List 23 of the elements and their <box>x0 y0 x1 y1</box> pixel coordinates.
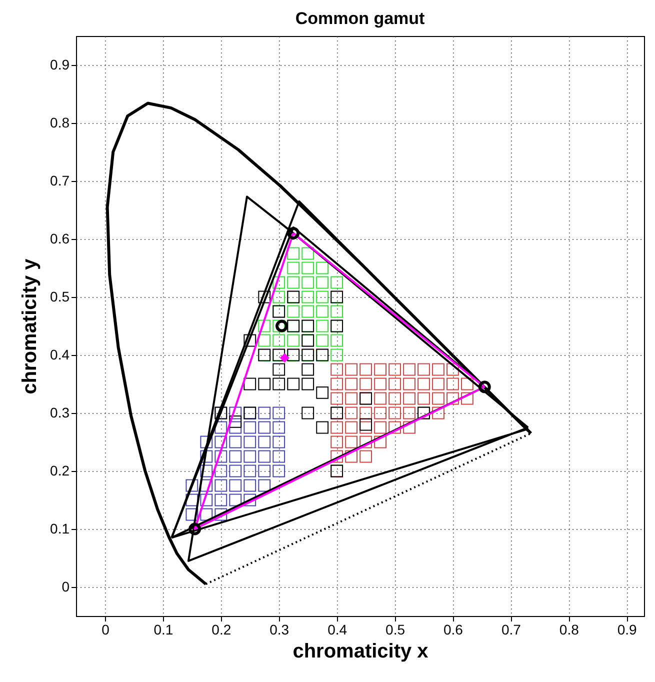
x-tick-label: 0.9 <box>617 622 638 638</box>
y-tick-label: 0.9 <box>50 56 70 72</box>
x-tick-label: 0.1 <box>154 622 174 638</box>
x-tick-label: 0.4 <box>328 622 348 638</box>
x-tick-label: 0.2 <box>212 622 232 638</box>
chart-title: Common gamut <box>295 9 426 28</box>
x-tick-label: 0.5 <box>386 622 406 638</box>
y-tick-label: 0 <box>62 578 70 594</box>
x-tick-label: 0.3 <box>270 622 290 638</box>
y-tick-label: 0.1 <box>50 520 70 536</box>
x-tick-label: 0.8 <box>559 622 580 638</box>
y-tick-label: 0.7 <box>50 172 70 188</box>
y-tick-label: 0.2 <box>50 462 70 478</box>
x-axis-title: chromaticity x <box>292 640 428 662</box>
y-tick-label: 0.3 <box>50 404 70 420</box>
y-tick-label: 0.4 <box>50 346 70 362</box>
y-axis-title: chromaticity y <box>19 258 42 394</box>
y-tick-label: 0.6 <box>50 230 70 246</box>
y-tick-label: 0.8 <box>50 114 70 130</box>
x-tick-label: 0.6 <box>444 622 464 638</box>
x-tick-label: 0 <box>102 622 110 638</box>
y-tick-label: 0.5 <box>50 288 70 304</box>
x-tick-label: 0.7 <box>501 622 522 638</box>
